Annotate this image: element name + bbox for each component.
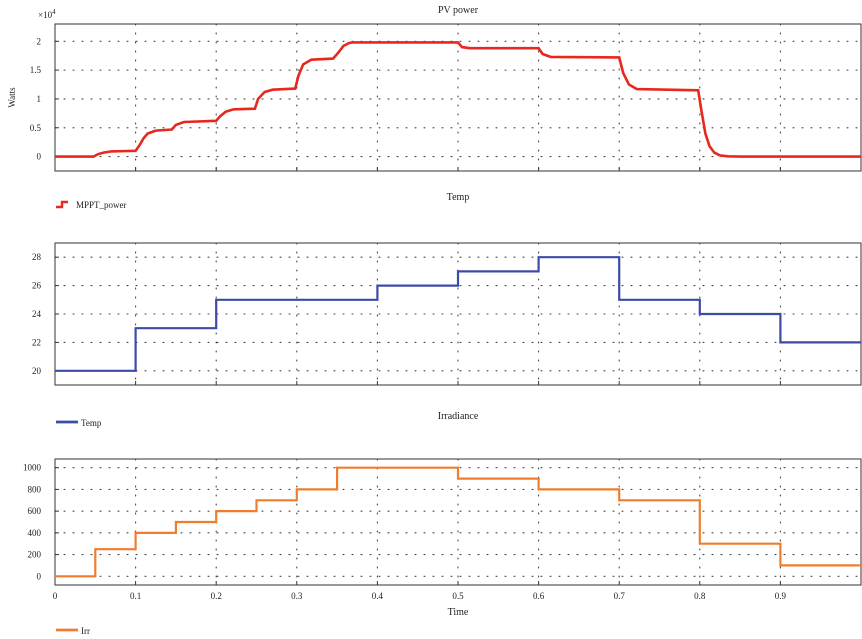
y-tick-label: 1	[37, 94, 42, 104]
legend: Temp	[56, 418, 102, 428]
multiplier-base: ×10	[38, 10, 53, 20]
x-tick-label: 0.2	[211, 591, 222, 601]
y-tick-label: 1000	[23, 463, 42, 473]
chart-title: PV power	[438, 5, 479, 16]
y-tick-label: 400	[28, 528, 42, 538]
y-axis-multiplier: ×104	[38, 8, 56, 20]
panel-pv-power: PV power 0 0.5 1 1.5 2 Watts ×104 MPPT_power	[7, 5, 862, 210]
y-tick-label: 200	[28, 550, 42, 560]
y-tick-label: 800	[28, 484, 42, 494]
chart-title: Temp	[447, 192, 470, 203]
y-tick-label: 2	[37, 36, 42, 46]
series-line-temp	[55, 256, 861, 372]
y-tick-label: 26	[32, 281, 42, 291]
series-line-mppt-power	[55, 41, 861, 158]
legend: Irr	[56, 626, 90, 636]
x-tick-label: 0.8	[694, 591, 706, 601]
y-tick-label: 0	[37, 571, 42, 581]
panel-temp: Temp 20 22 24 26 28 Temp	[32, 192, 862, 428]
x-tick-label: 0.3	[291, 591, 303, 601]
x-axis-label: Time	[448, 607, 469, 618]
x-tick-label: 0.9	[775, 591, 787, 601]
y-tick-label: 1.5	[30, 65, 42, 75]
y-tick-label: 0.5	[30, 123, 42, 133]
y-tick-label: 20	[32, 366, 42, 376]
x-tick-label: 0.5	[452, 591, 464, 601]
y-tick-label: 22	[32, 337, 41, 347]
x-tick-label: 0	[53, 591, 58, 601]
y-tick-label: 0	[37, 152, 42, 162]
legend: MPPT_power	[56, 200, 127, 210]
x-tick-label: 0.4	[372, 591, 384, 601]
legend-label-mppt-power: MPPT_power	[76, 200, 127, 210]
panel-irradiance: Irradiance 0 200 400 600 800 1000 0 0.1 0.2 0.3 0.4…	[23, 411, 862, 636]
y-axis-label: Watts	[7, 87, 17, 108]
chart-title: Irradiance	[438, 411, 479, 422]
series-line-irr	[55, 466, 861, 578]
legend-label-temp: Temp	[81, 418, 102, 428]
y-tick-label: 28	[32, 252, 42, 262]
legend-label-irr: Irr	[81, 626, 90, 636]
legend-swatch-mppt-power	[56, 200, 68, 209]
x-tick-label: 0.6	[533, 591, 545, 601]
multiplier-exponent: 4	[52, 8, 56, 16]
y-tick-label: 24	[32, 309, 42, 319]
x-tick-label: 0.1	[130, 591, 141, 601]
x-tick-label: 0.7	[614, 591, 626, 601]
y-tick-label: 600	[28, 506, 42, 516]
